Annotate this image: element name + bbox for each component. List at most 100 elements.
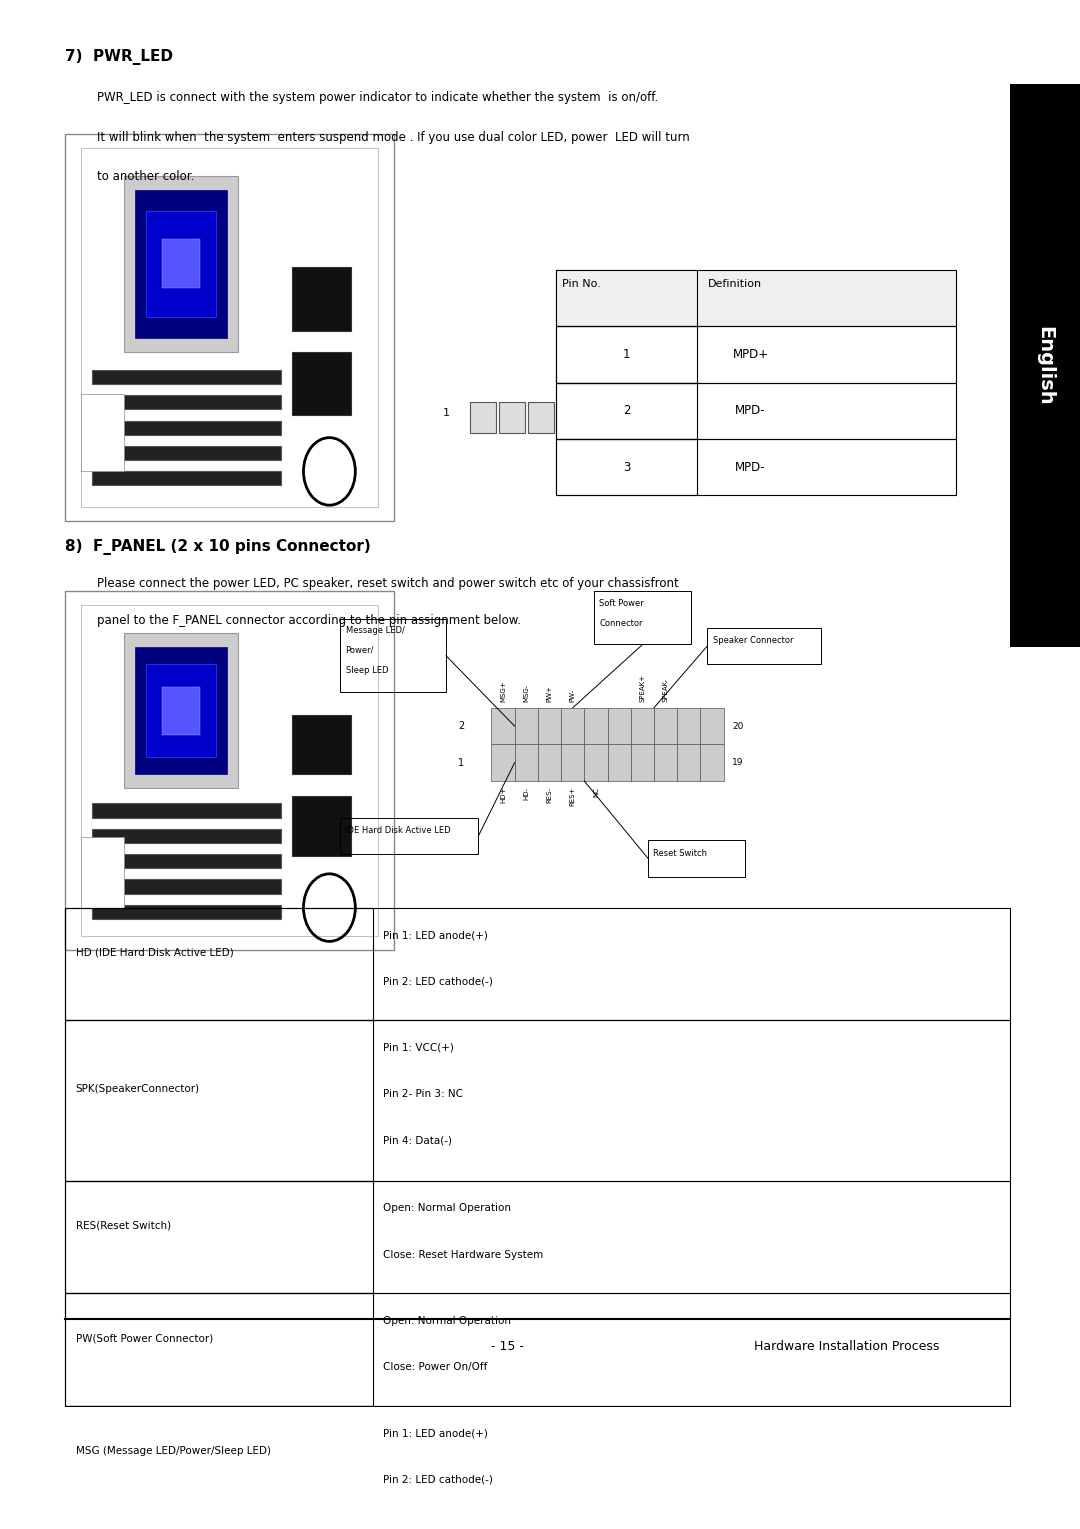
Bar [65, 1180, 373, 1294]
Bar [81, 605, 378, 936]
Bar [292, 716, 351, 774]
Text: Close: Reset Hardware System: Close: Reset Hardware System [383, 1249, 543, 1260]
Bar [65, 1020, 1010, 1180]
Bar [556, 271, 697, 327]
Bar [707, 627, 821, 664]
Bar [92, 855, 281, 868]
Text: PW-: PW- [569, 690, 576, 702]
Text: panel to the F_PANEL connector according to the pin assignment below.: panel to the F_PANEL connector according… [97, 613, 522, 627]
Bar [65, 1518, 373, 1529]
Bar [162, 687, 200, 734]
Text: Pin 2- Pin 3: NC: Pin 2- Pin 3: NC [383, 1089, 463, 1099]
Bar [607, 708, 631, 745]
Bar [65, 1020, 373, 1180]
Text: HD-: HD- [523, 786, 529, 800]
Bar [292, 352, 351, 414]
Text: 1: 1 [458, 758, 464, 768]
Bar [92, 879, 281, 893]
Bar [654, 745, 677, 781]
Bar [499, 402, 525, 433]
Text: Sleep LED: Sleep LED [346, 665, 388, 674]
Text: Message LED/: Message LED/ [346, 627, 405, 635]
Text: 20: 20 [732, 722, 744, 731]
Bar [677, 708, 700, 745]
Bar [470, 402, 496, 433]
Bar [631, 745, 653, 781]
Bar [556, 271, 956, 327]
Text: Connector: Connector [599, 619, 643, 628]
Bar [631, 708, 653, 745]
Bar [135, 190, 227, 338]
Bar [81, 838, 124, 908]
Bar [528, 402, 554, 433]
Text: HD (IDE Hard Disk Active LED): HD (IDE Hard Disk Active LED) [76, 948, 233, 957]
Text: Please connect the power LED, PC speaker, reset switch and power switch etc of y: Please connect the power LED, PC speaker… [97, 576, 679, 590]
Bar [81, 394, 124, 471]
Text: RES(Reset Switch): RES(Reset Switch) [76, 1220, 171, 1231]
Text: PW+: PW+ [546, 685, 553, 702]
Bar [556, 327, 956, 382]
Bar [700, 708, 724, 745]
Text: Pin 2: LED cathode(-): Pin 2: LED cathode(-) [383, 977, 494, 986]
Text: PW(Soft Power Connector): PW(Soft Power Connector) [76, 1333, 213, 1342]
Text: RES+: RES+ [569, 786, 576, 806]
Text: Hardware Installation Process: Hardware Installation Process [754, 1339, 940, 1353]
Text: Speaker Connector: Speaker Connector [713, 636, 794, 645]
Text: RES-: RES- [546, 786, 553, 803]
Text: SPEAK+: SPEAK+ [639, 674, 646, 702]
Bar [538, 708, 562, 745]
Text: MSG-: MSG- [523, 683, 529, 702]
Text: Soft Power: Soft Power [599, 599, 644, 609]
Bar [292, 268, 351, 330]
Text: Pin 4: Data(-): Pin 4: Data(-) [383, 1136, 453, 1145]
Bar [491, 745, 515, 781]
Text: IDE Hard Disk Active LED: IDE Hard Disk Active LED [345, 826, 450, 835]
Bar [556, 439, 956, 495]
Bar [584, 745, 607, 781]
Text: MSG (Message LED/Power/Sleep LED): MSG (Message LED/Power/Sleep LED) [76, 1446, 271, 1456]
Bar [65, 592, 394, 950]
Text: Pin No.: Pin No. [562, 278, 600, 289]
Text: Power/: Power/ [346, 645, 374, 654]
Text: Open: Normal Operation: Open: Normal Operation [383, 1203, 512, 1212]
Bar [92, 446, 281, 460]
Text: Pin 1: LED anode(+): Pin 1: LED anode(+) [383, 1428, 488, 1439]
Bar [65, 133, 394, 521]
Text: Close: Power On/Off: Close: Power On/Off [383, 1362, 488, 1372]
Bar [81, 148, 378, 506]
Text: HD+: HD+ [500, 786, 507, 803]
Text: 1: 1 [443, 408, 449, 417]
Bar [65, 1180, 1010, 1294]
Text: Definition: Definition [707, 278, 761, 289]
Bar [92, 905, 281, 919]
Bar [607, 745, 631, 781]
Bar [124, 176, 238, 352]
Bar [677, 745, 700, 781]
Bar [65, 1294, 373, 1405]
Text: MPD+: MPD+ [732, 349, 769, 361]
Text: NC: NC [593, 786, 599, 797]
Text: SPEAK-: SPEAK- [662, 679, 669, 702]
Bar [515, 745, 538, 781]
Text: SPK(SpeakerConnector): SPK(SpeakerConnector) [76, 1084, 200, 1095]
Bar [538, 745, 562, 781]
Bar [92, 420, 281, 434]
Bar [648, 839, 745, 876]
Bar [1010, 84, 1080, 647]
Bar [124, 633, 238, 787]
Text: 7)  PWR_LED: 7) PWR_LED [65, 49, 173, 66]
Bar [556, 439, 697, 495]
Bar [562, 708, 584, 745]
Bar [65, 1405, 373, 1518]
Bar [65, 1294, 1010, 1405]
Bar [292, 797, 351, 856]
Text: 1: 1 [623, 349, 630, 361]
Text: to another color.: to another color. [97, 170, 194, 183]
Text: Pin 1: LED anode(+): Pin 1: LED anode(+) [383, 930, 488, 940]
Bar [491, 708, 515, 745]
Bar [65, 908, 1010, 1020]
Bar [340, 619, 446, 693]
Bar [562, 745, 584, 781]
Bar [654, 708, 677, 745]
Bar [584, 708, 607, 745]
